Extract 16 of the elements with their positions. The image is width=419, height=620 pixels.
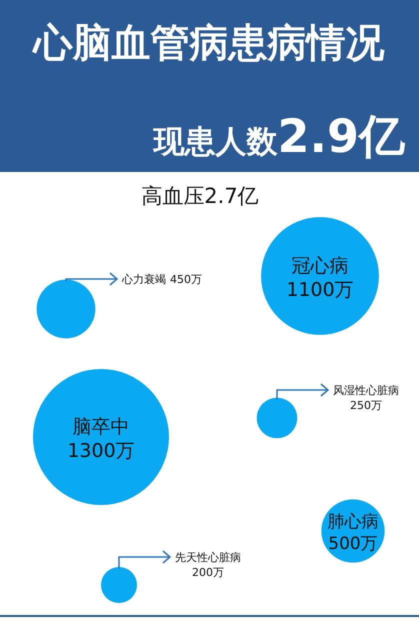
- data-label: 500万: [328, 534, 378, 554]
- text: 高血压2.7亿: [141, 184, 259, 208]
- category-label: 先天性心脏病: [175, 551, 241, 564]
- data-label: 250万: [350, 399, 382, 412]
- text: 2.9亿: [278, 109, 405, 163]
- text: 现患人数: [154, 124, 278, 160]
- data-label: 450万: [170, 273, 202, 286]
- category-label: 冠心病: [292, 255, 348, 277]
- category-label: 心力衰竭: [121, 273, 166, 286]
- data-label: 1100万: [286, 279, 354, 301]
- category-label: 肺心病: [328, 512, 378, 532]
- category-label: 风湿性心脏病: [333, 384, 399, 397]
- data-label: 1300万: [67, 440, 135, 462]
- text: 心脑血管病患病情况: [32, 21, 384, 66]
- data-label: 200万: [192, 566, 224, 579]
- category-label: 脑卒中: [72, 416, 130, 438]
